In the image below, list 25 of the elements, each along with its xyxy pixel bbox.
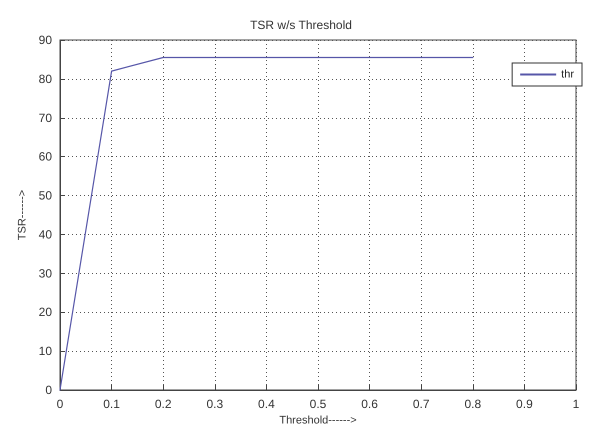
x-tick-label: 0.9 <box>516 397 534 411</box>
chart-title: TSR w/s Threshold <box>250 18 352 32</box>
y-tick-label: 90 <box>38 33 52 47</box>
x-tick-label: 0.4 <box>258 397 276 411</box>
legend-label: thr <box>561 68 574 80</box>
y-tick-label: 30 <box>38 266 52 280</box>
y-tick-label: 80 <box>38 72 52 86</box>
y-tick-label: 40 <box>38 227 52 242</box>
y-tick-label: 50 <box>38 188 52 203</box>
y-tick-label: 10 <box>38 344 52 358</box>
x-tick-label: 0.2 <box>154 397 172 411</box>
x-tick-label: 0.8 <box>464 397 482 411</box>
x-axis-title: Threshold------> <box>279 414 357 426</box>
x-tick-label: 0 <box>56 397 64 411</box>
x-tick-label: 0.7 <box>412 397 430 411</box>
y-tick-label: 20 <box>38 305 52 320</box>
x-tick-label: 1 <box>572 397 580 411</box>
y-tick-label: 70 <box>38 110 52 125</box>
y-axis-title: TSR------> <box>16 190 28 240</box>
x-tick-label: 0.1 <box>103 397 120 411</box>
x-tick-label: 0.5 <box>310 397 327 411</box>
y-tick-label: 60 <box>38 150 52 164</box>
x-tick-label: 0.6 <box>361 397 378 411</box>
x-tick-label: 0.3 <box>206 397 224 411</box>
y-tick-label: 0 <box>45 383 52 397</box>
